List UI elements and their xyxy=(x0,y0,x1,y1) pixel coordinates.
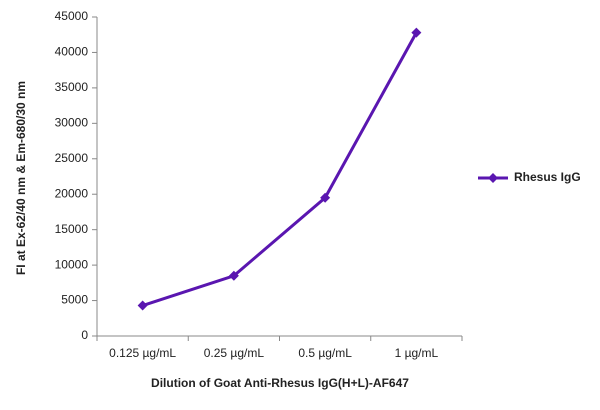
y-tick-label: 20000 xyxy=(55,186,89,200)
y-tick-label: 10000 xyxy=(55,257,89,271)
y-tick-label: 40000 xyxy=(55,45,89,59)
x-tick-label: 0.5 µg/mL xyxy=(298,346,352,360)
y-tick-label: 5000 xyxy=(61,293,88,307)
y-tick-label: 15000 xyxy=(55,222,89,236)
data-point xyxy=(320,192,331,203)
legend-label: Rhesus IgG xyxy=(514,170,581,184)
y-tick-label: 30000 xyxy=(55,116,89,130)
data-point xyxy=(228,270,239,281)
x-tick-label: 1 µg/mL xyxy=(395,346,439,360)
y-tick-label: 45000 xyxy=(55,9,89,23)
legend-marker xyxy=(488,173,498,183)
data-point xyxy=(411,27,422,38)
y-tick-label: 25000 xyxy=(55,151,89,165)
y-tick-label: 0 xyxy=(81,328,88,342)
x-tick-label: 0.25 µg/mL xyxy=(204,346,265,360)
y-axis-label: FI at Ex-62/40 nm & Em-680/30 nm xyxy=(14,81,28,275)
data-point xyxy=(137,300,148,311)
x-axis-label: Dilution of Goat Anti-Rhesus IgG(H+L)-AF… xyxy=(151,376,409,390)
data-line xyxy=(142,31,418,307)
x-tick-label: 0.125 µg/mL xyxy=(109,346,176,360)
y-tick-label: 35000 xyxy=(55,80,89,94)
